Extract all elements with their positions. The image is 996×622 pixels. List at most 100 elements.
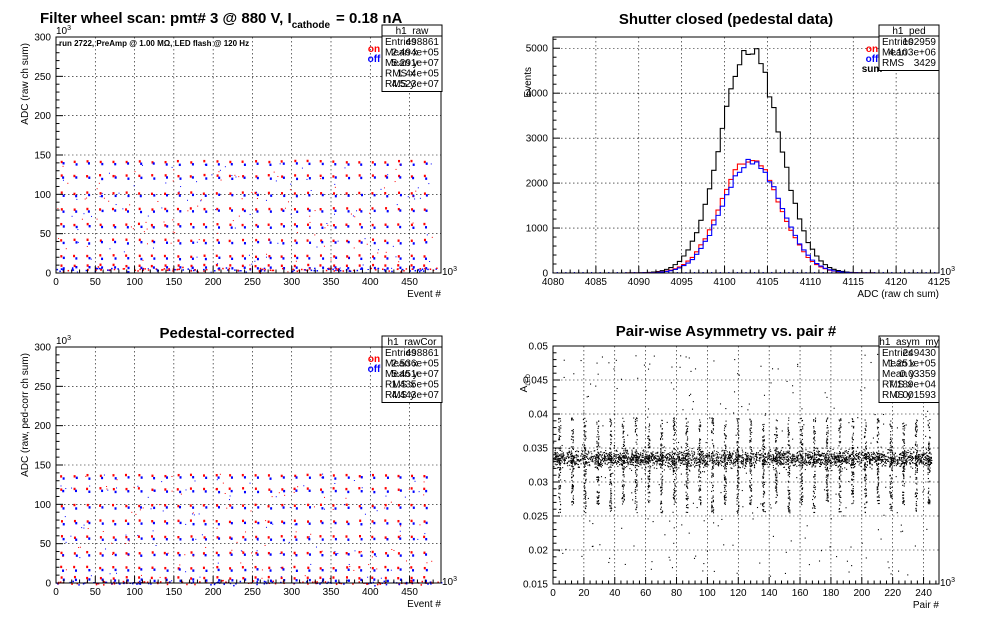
scatter-point [65,488,67,490]
asym-point [878,450,880,452]
asym-point [920,453,922,455]
scatter-point [108,172,110,174]
asym-point [659,459,661,461]
asym-point [899,459,901,461]
asym-point [861,459,863,461]
baseline-point [95,269,97,271]
baseline-point [361,268,364,270]
plot-data [56,473,443,587]
asym-point [558,485,560,487]
asym-point [780,457,782,460]
baseline-point [96,267,99,270]
asym-point [645,462,647,464]
asym-point [787,458,790,460]
asym-point [571,455,573,457]
scatter-point [180,186,182,188]
asym-point [697,451,699,453]
asym-point [573,461,575,463]
asym-point [649,461,652,463]
asym-point [828,461,830,463]
asym-point [781,456,783,458]
asym-point [862,451,864,453]
off-mark [101,538,104,541]
off-mark [412,506,415,509]
on-mark [410,519,413,523]
asym-point [688,453,690,455]
asym-point [639,460,641,462]
on-mark [423,192,426,195]
asym-point [882,451,884,453]
asym-point [664,455,666,457]
asym-point [706,463,708,465]
baseline-point [327,581,329,584]
baseline-point [440,582,443,584]
asym-point [625,457,627,459]
asym-point [717,461,719,463]
asym-point [717,461,719,463]
asym-point [784,453,786,455]
on-mark [216,565,219,569]
asym-point [573,459,575,462]
x-tick-label: 450 [401,587,418,598]
asym-point [808,453,810,456]
asym-point [698,458,700,460]
asym-point [911,457,913,459]
on-mark [241,473,244,477]
asym-point [584,452,586,454]
off-mark [153,489,156,492]
baseline-point [400,271,402,273]
asym-point [868,453,871,455]
x-tick-label: 50 [90,587,102,598]
scatter-point [140,574,142,576]
asym-point [811,462,814,464]
baseline-point [304,269,307,271]
baseline-point [358,581,360,583]
off-mark [399,193,402,197]
asym-point [800,457,802,459]
asym-point [779,457,781,459]
off-mark [179,266,182,269]
asym-point [791,455,793,457]
asym-point [785,469,787,471]
asym-point [772,467,774,469]
asym-point [840,448,842,450]
asym-point [709,460,711,462]
asym-point [854,457,856,459]
scatter-point [251,263,253,265]
on-mark [229,536,232,539]
on-mark [73,223,76,227]
asym-point [857,455,859,457]
off-mark [75,194,78,198]
asym-point [787,467,790,469]
asym-point [559,501,561,503]
y-tick-label: 3000 [526,134,549,145]
on-mark [345,576,348,579]
asym-point [820,459,823,461]
asym-point [570,465,572,467]
asym-point [571,479,573,482]
asym-point [808,457,810,459]
asym-point [558,459,560,461]
off-mark [347,538,350,541]
scatter-point [391,267,393,269]
asym-point [575,451,577,453]
off-mark [334,266,337,269]
asym-point [784,454,786,456]
asym-point [581,449,583,451]
asym-point [704,465,706,467]
asym-point [811,465,813,467]
y-tick-label: 300 [34,343,51,354]
baseline-point [316,581,318,583]
on-mark [215,254,218,258]
asym-point [637,456,639,458]
on-mark [267,174,270,177]
asym-point [630,459,632,461]
scatter-point [335,579,337,581]
asym-point [723,465,725,467]
asym-point [572,436,575,438]
baseline-point [217,268,220,270]
on-mark [163,254,166,258]
asym-point [617,454,619,456]
asym-point [808,454,810,456]
asym-point [847,452,849,455]
